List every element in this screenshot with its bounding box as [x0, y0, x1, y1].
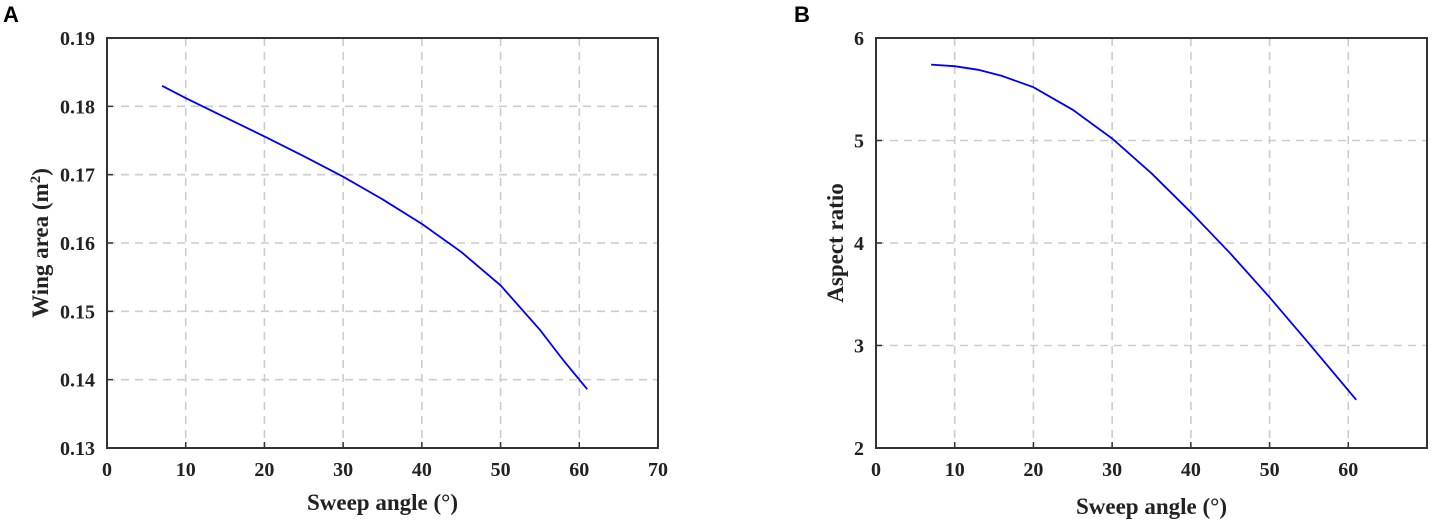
panel-a-letter: A — [3, 2, 19, 27]
panel-a-plot-frame — [106, 37, 659, 449]
panel-a-y-label-superscript: 2 — [28, 176, 44, 184]
panel-a-y-label-tail: ) — [28, 168, 53, 176]
panel-a-x-tick-label: 60 — [569, 459, 589, 481]
panel-b-chart: B 0 10 20 30 40 50 60 2 3 4 5 6 Sweep angle (°) Asp… — [794, 2, 1428, 519]
panel-b-x-axis-label: Sweep angle (°) — [1076, 494, 1227, 519]
panel-b-x-tick-label: 40 — [1181, 459, 1201, 481]
panel-a-y-tick-label: 0.18 — [60, 96, 95, 118]
panel-b-x-tick-label: 0 — [871, 459, 881, 481]
panel-a-y-label-main: Wing area (m — [28, 183, 53, 318]
panel-b-y-tick-label: 2 — [854, 438, 864, 460]
panel-a-wing-area-line — [161, 85, 588, 390]
panel-a-ticks: 0 10 20 30 40 50 60 70 0.13 0.14 0.15 0.16 0.17 0.18 0… — [60, 28, 668, 481]
panel-b-x-tick-label: 20 — [1023, 459, 1043, 481]
panel-b-y-tick-label: 5 — [854, 131, 864, 153]
panel-a-x-axis-label: Sweep angle (°) — [307, 490, 458, 515]
panel-a-x-tick-label: 10 — [176, 459, 196, 481]
panel-b-y-tick-label: 6 — [854, 28, 864, 50]
panel-a-y-tick-label: 0.16 — [60, 233, 95, 255]
panel-a-y-tick-label: 0.19 — [60, 28, 95, 50]
panel-b-ticks: 0 10 20 30 40 50 60 2 3 4 5 6 — [854, 28, 1358, 481]
panel-a-x-tick-label: 0 — [102, 459, 112, 481]
panel-a-y-tick-label: 0.14 — [60, 370, 95, 392]
panel-a-x-tick-label: 30 — [333, 459, 353, 481]
panel-a-x-tick-label: 50 — [491, 459, 511, 481]
panel-a-y-tick-label: 0.15 — [60, 301, 95, 323]
panel-a-y-axis-label: Wing area (m2) — [28, 168, 53, 318]
panel-a-x-tick-label: 20 — [254, 459, 274, 481]
panel-b-x-tick-label: 30 — [1102, 459, 1122, 481]
panel-b-x-tick-label: 50 — [1260, 459, 1280, 481]
panel-a-x-tick-label: 40 — [412, 459, 432, 481]
panel-b-plot-frame — [875, 37, 1428, 449]
panel-b-letter: B — [794, 2, 810, 27]
panel-b-y-tick-label: 4 — [854, 233, 864, 255]
panel-b-aspect-ratio-line — [931, 63, 1357, 401]
panel-a-y-tick-label: 0.17 — [60, 165, 95, 187]
panel-b-grid — [876, 38, 1427, 448]
panel-a-chart: A 0 10 20 30 40 50 60 70 0.13 0.14 0.15 0.16 0.17 0.1… — [3, 2, 668, 515]
panel-b-y-axis-label: Aspect ratio — [823, 183, 848, 302]
panel-b-y-tick-label: 3 — [854, 336, 864, 358]
panel-a-x-tick-label: 70 — [648, 459, 668, 481]
panel-b-x-tick-label: 10 — [945, 459, 965, 481]
panel-a-y-tick-label: 0.13 — [60, 438, 95, 460]
panel-b-x-tick-label: 60 — [1338, 459, 1358, 481]
panel-b-y-label-main: Aspect ratio — [823, 183, 848, 302]
